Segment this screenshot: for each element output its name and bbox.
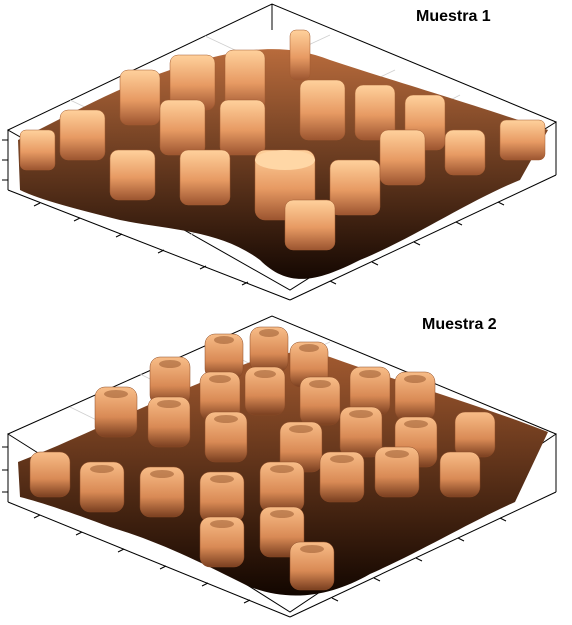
surface-1 [18,29,548,279]
surface-2 [18,326,548,596]
ticks [2,446,507,604]
panel-title: Muestra 2 [422,316,497,333]
panel-title: Muestra 1 [416,8,491,25]
ticks [2,139,505,286]
surface-plot-muestra-1: Muestra 1 [0,0,572,305]
surface-plot-2-canvas [2,315,558,618]
surface-plot-muestra-2: Muestra 2 [0,312,572,625]
surface-plot-1-canvas [2,3,558,301]
